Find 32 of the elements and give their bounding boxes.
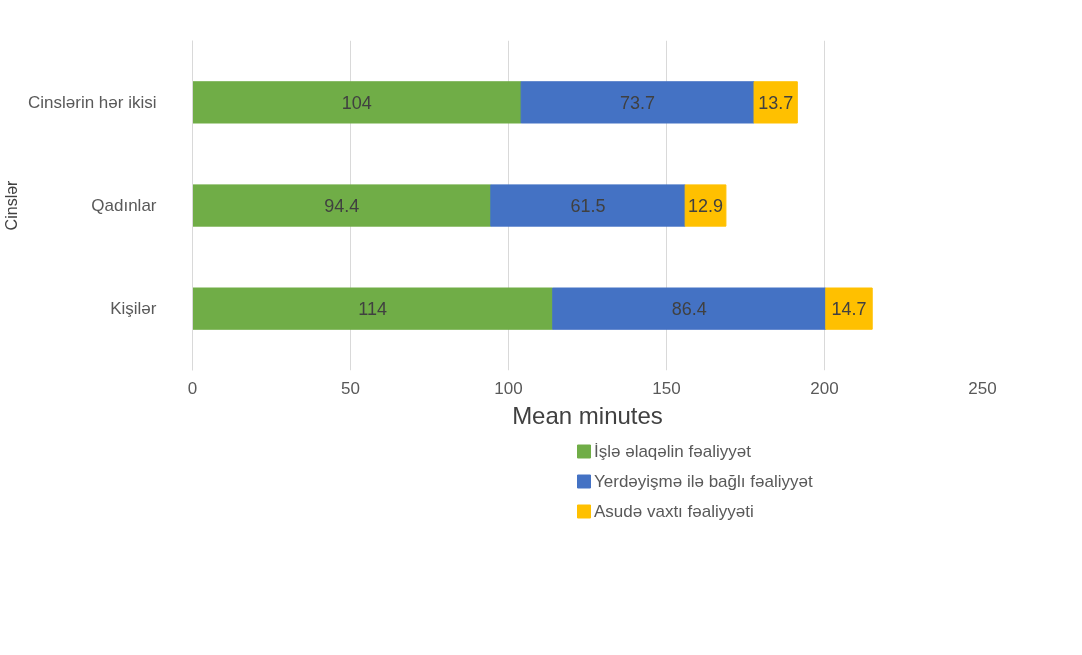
data-label: 86.4 (671, 299, 707, 320)
data-label: 104 (341, 92, 372, 113)
data-label: 61.5 (570, 196, 606, 216)
legend-label: Asudə vaxtı fəaliyyəti (594, 502, 754, 521)
x-tick-label: 250 (968, 378, 997, 398)
bar (520, 81, 755, 124)
bar (825, 287, 873, 330)
data-label: 12.9 (688, 196, 724, 216)
bar (552, 287, 827, 330)
legend-label: Yerdəyişmə ilə bağlı fəaliyyət (594, 472, 813, 491)
bar (684, 184, 727, 227)
data-label: 114 (358, 299, 387, 320)
data-label: 14.7 (831, 299, 867, 320)
y-tick-label: Kişilər (110, 299, 157, 319)
x-tick-label: 100 (494, 378, 523, 398)
bar (192, 81, 522, 124)
x-tick-label: 0 (187, 378, 198, 398)
bar (753, 81, 798, 124)
y-tick-label: Cinslərin hər ikisi (28, 92, 157, 112)
x-tick-label: 150 (652, 378, 681, 398)
x-axis-title: Mean minutes (512, 401, 663, 429)
x-tick-label: 200 (810, 378, 839, 398)
y-tick-label: Qadınlar (91, 196, 157, 215)
data-label: 73.7 (620, 92, 656, 113)
bar (192, 184, 492, 227)
y-axis-title: Cinslər (3, 179, 21, 231)
legend-label: İşlə əlaqəlin fəaliyyət (594, 442, 752, 461)
data-label: 13.7 (758, 92, 794, 113)
bar (490, 184, 686, 227)
x-tick-label: 50 (341, 378, 360, 398)
data-label: 94.4 (324, 196, 360, 216)
bar (192, 287, 554, 330)
